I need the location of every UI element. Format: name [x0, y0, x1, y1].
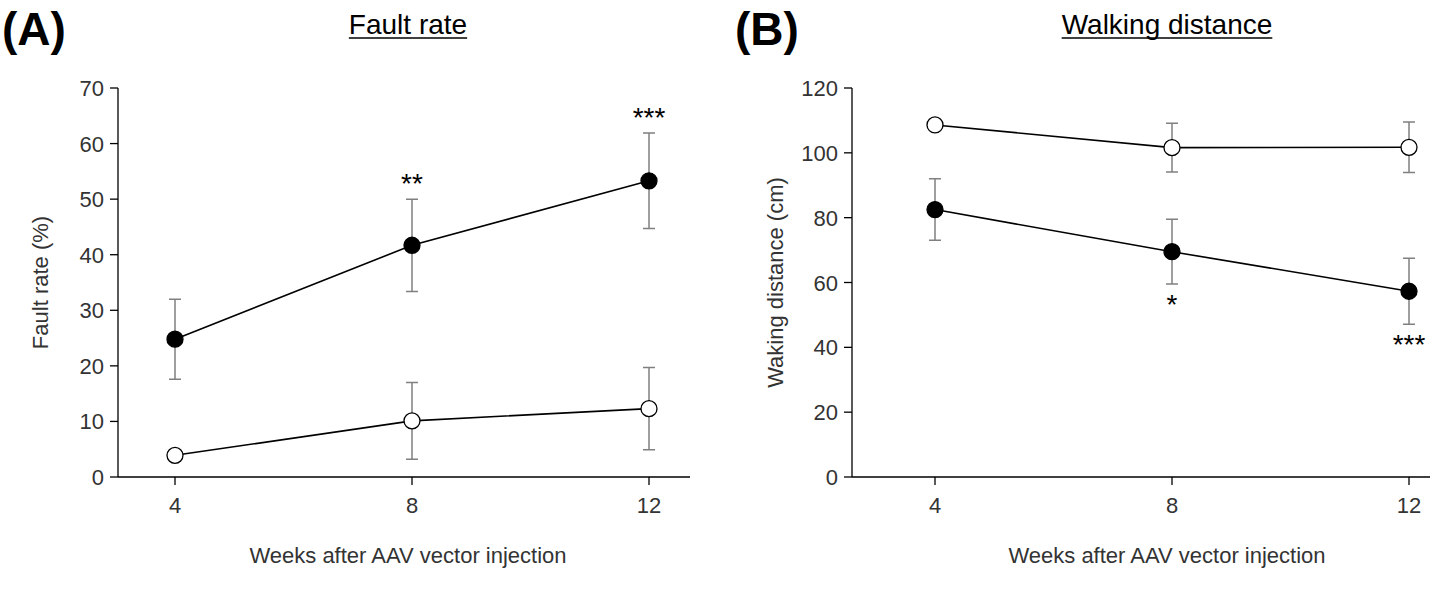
y-tick: [110, 87, 118, 88]
x-tick-label: 12: [1397, 493, 1421, 518]
error-bars: [169, 133, 655, 461]
marker: [1164, 140, 1180, 156]
series-line: [935, 210, 1409, 292]
y-tick: [110, 365, 118, 366]
significance: *: [1167, 289, 1178, 320]
x-tick: [934, 477, 935, 485]
y-tick: [110, 421, 118, 422]
y-tick: [110, 476, 118, 477]
marker: [404, 413, 420, 429]
x-tick: [174, 477, 175, 485]
y-tick: [844, 476, 852, 477]
series-line: [175, 409, 649, 456]
x-axis: [118, 476, 690, 477]
marker: [167, 331, 183, 347]
x-axis-title: Weeks after AAV vector injection: [249, 543, 566, 568]
y-tick-label: 80: [814, 206, 838, 231]
panel-label: (B): [735, 3, 799, 55]
y-tick-label: 40: [814, 335, 838, 360]
y-tick: [844, 347, 852, 348]
y-axis-title: Waking distance (cm): [763, 177, 788, 388]
marker: [1164, 244, 1180, 260]
markers: [927, 117, 1417, 299]
y-tick: [844, 152, 852, 153]
y-tick-label: 60: [80, 132, 104, 157]
error-bars: [929, 122, 1415, 325]
y-tick: [110, 310, 118, 311]
significance: ***: [633, 102, 666, 133]
marker: [641, 173, 657, 189]
figure: (A)Fault rate0102030405060704812Weeks af…: [0, 0, 1440, 592]
significance: ***: [1393, 329, 1426, 360]
y-tick-label: 40: [80, 243, 104, 268]
title-underline: [349, 37, 467, 39]
y-tick: [844, 282, 852, 283]
x-tick: [648, 477, 649, 485]
marker: [404, 237, 420, 253]
x-tick: [1408, 477, 1409, 485]
y-tick: [110, 198, 118, 199]
marker: [641, 401, 657, 417]
y-axis: [117, 88, 118, 477]
y-tick-label: 20: [814, 400, 838, 425]
y-axis-title: Fault rate (%): [28, 216, 53, 349]
significance: **: [401, 168, 423, 199]
x-tick-label: 8: [406, 493, 418, 518]
panel: (B) Walking distance 0 20 40 60 80 100 120 4 8 12 We…: [735, 3, 1430, 568]
y-tick: [844, 217, 852, 218]
chart-title: Walking distance: [1062, 9, 1273, 40]
marker: [167, 447, 183, 463]
x-tick: [1171, 477, 1172, 485]
y-tick-label: 70: [80, 76, 104, 101]
marker: [1401, 139, 1417, 155]
panel-label: (A): [2, 3, 66, 55]
y-tick-label: 100: [801, 141, 838, 166]
y-tick: [844, 87, 852, 88]
y-tick-label: 30: [80, 298, 104, 323]
x-tick-label: 12: [637, 493, 661, 518]
lines: [935, 125, 1409, 291]
y-tick: [844, 412, 852, 413]
y-tick-label: 50: [80, 187, 104, 212]
x-tick-label: 4: [169, 493, 181, 518]
y-tick-label: 0: [826, 465, 838, 490]
x-axis-title: Weeks after AAV vector injection: [1008, 543, 1325, 568]
x-tick: [411, 477, 412, 485]
plot-data: [927, 117, 1417, 324]
y-tick-label: 0: [92, 465, 104, 490]
panel: (A) Fault rate 0 10 20 30 40 50 60 70 4 8 12 Weeks af…: [2, 3, 690, 568]
x-tick-label: 8: [1166, 493, 1178, 518]
x-axis: [852, 476, 1430, 477]
lines: [175, 181, 649, 456]
y-tick: [110, 254, 118, 255]
plot-data: [167, 133, 657, 463]
marker: [927, 202, 943, 218]
y-tick-label: 120: [801, 76, 838, 101]
marker: [1401, 283, 1417, 299]
y-tick-label: 10: [80, 409, 104, 434]
x-tick-label: 4: [929, 493, 941, 518]
y-tick-label: 60: [814, 271, 838, 296]
series-line: [175, 181, 649, 339]
title-underline: [1062, 37, 1273, 39]
y-tick: [110, 143, 118, 144]
marker: [927, 117, 943, 133]
chart-title: Fault rate: [349, 9, 467, 40]
markers: [167, 173, 657, 464]
y-tick-label: 20: [80, 354, 104, 379]
